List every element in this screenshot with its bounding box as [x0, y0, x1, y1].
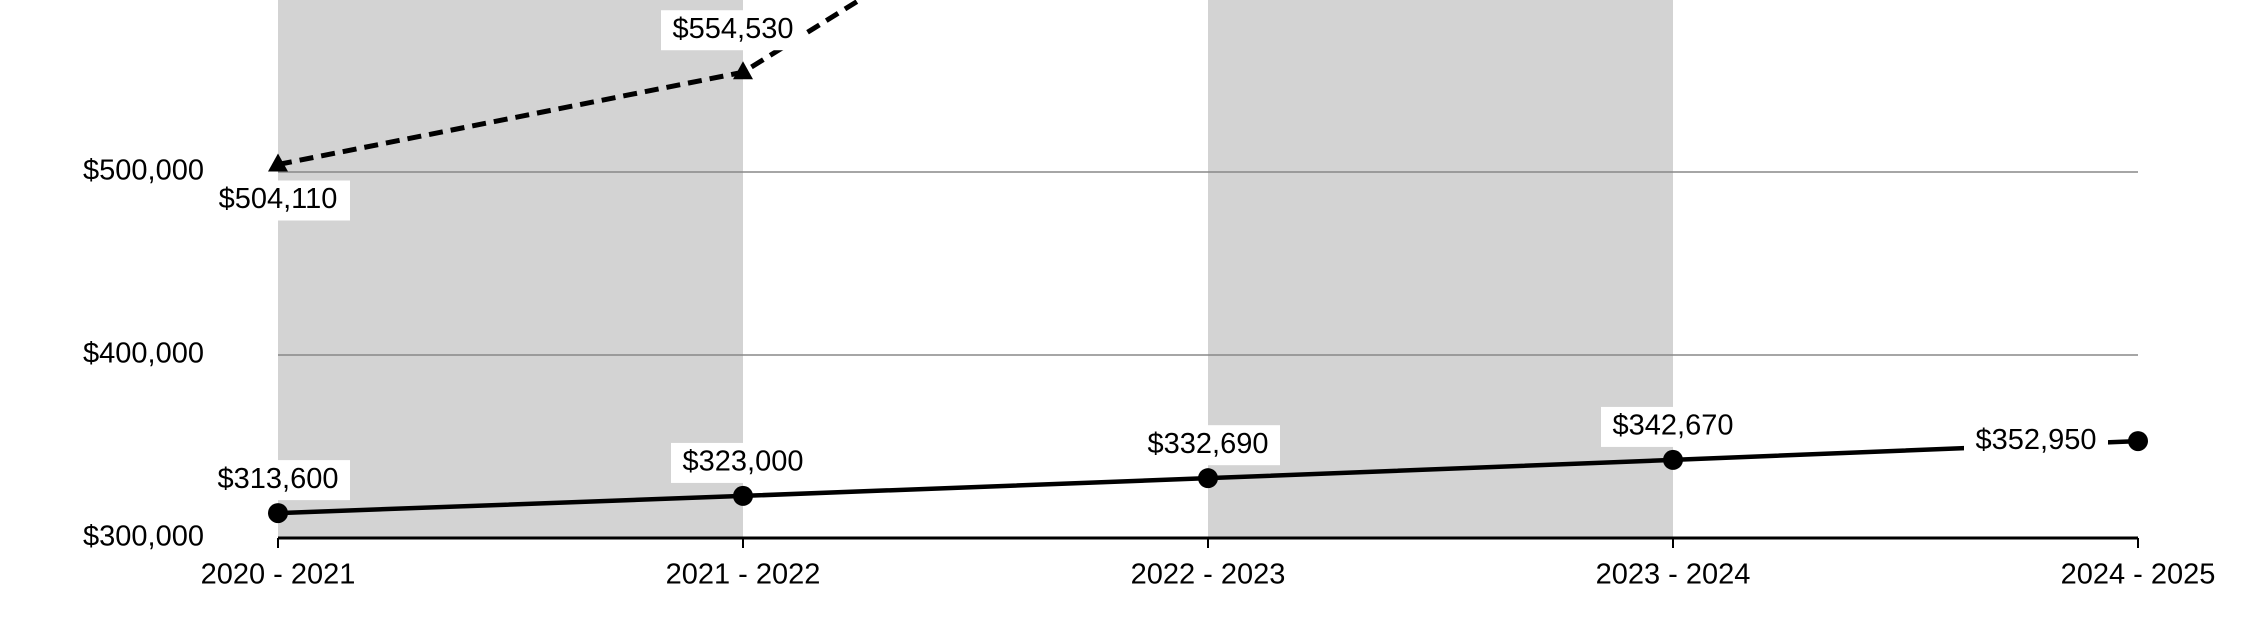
y-tick-label: $400,000	[83, 338, 204, 370]
x-tick-label: 2020 - 2021	[201, 559, 356, 591]
background-band	[1208, 0, 1673, 538]
y-tick-label: $500,000	[83, 155, 204, 187]
point-marker	[733, 485, 753, 506]
x-tick-label: 2023 - 2024	[1596, 559, 1751, 591]
point-marker	[733, 61, 753, 80]
label-box	[206, 460, 350, 501]
x-tick-label: 2021 - 2022	[666, 559, 821, 591]
point-marker	[1663, 449, 1683, 470]
data-label: $352,950	[1976, 424, 2097, 456]
label-box	[1964, 421, 2108, 462]
point-marker	[1198, 468, 1218, 489]
data-label: $342,670	[1613, 410, 1734, 442]
data-label: $554,530	[673, 13, 794, 45]
data-label: $504,110	[219, 183, 338, 215]
data-label: $323,000	[683, 446, 804, 478]
point-marker	[268, 153, 288, 172]
label-box	[1136, 425, 1280, 466]
label-box	[671, 442, 815, 483]
background-band	[278, 0, 743, 538]
point-marker	[2128, 431, 2148, 452]
label-box	[206, 180, 350, 221]
data-label: $313,600	[218, 463, 339, 495]
x-tick-label: 2024 - 2025	[2061, 559, 2216, 591]
label-box	[661, 10, 805, 51]
y-tick-label: $300,000	[83, 521, 204, 553]
data-label: $332,690	[1148, 428, 1269, 460]
label-box	[1601, 406, 1745, 447]
x-tick-label: 2022 - 2023	[1131, 559, 1286, 591]
point-marker	[268, 503, 288, 524]
